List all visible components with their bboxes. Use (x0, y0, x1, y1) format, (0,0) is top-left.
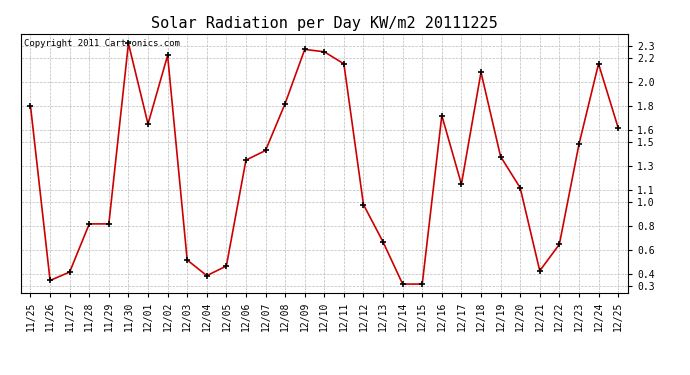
Text: Copyright 2011 Cartronics.com: Copyright 2011 Cartronics.com (23, 39, 179, 48)
Title: Solar Radiation per Day KW/m2 20111225: Solar Radiation per Day KW/m2 20111225 (151, 16, 497, 31)
